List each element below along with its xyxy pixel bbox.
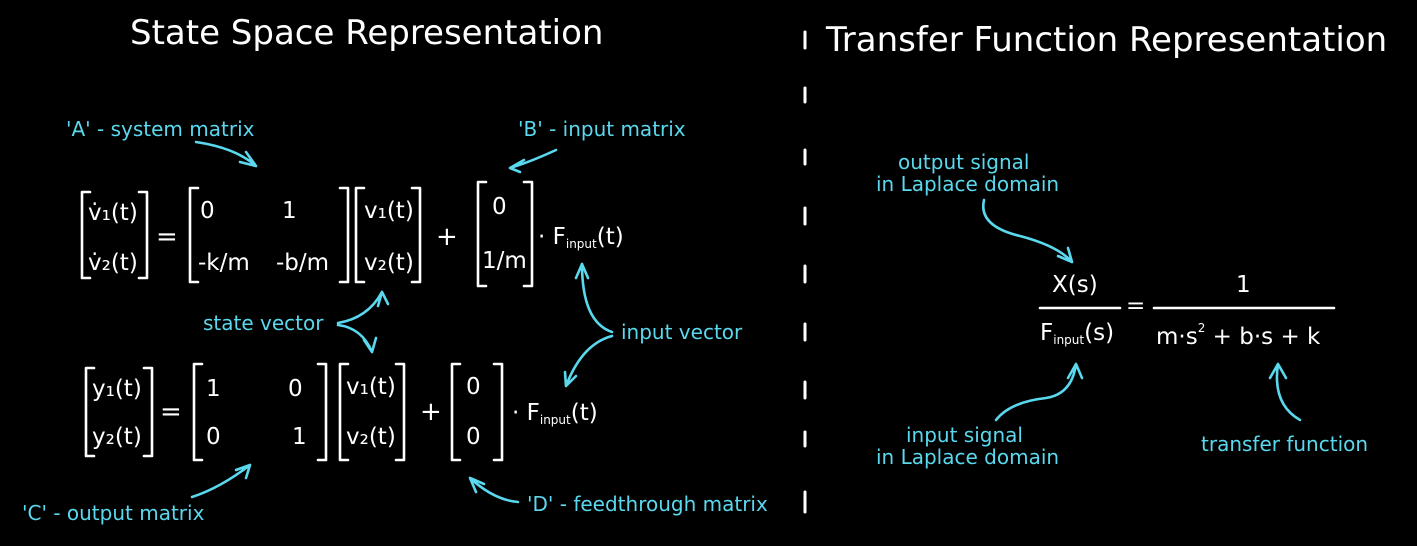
lhs-v1-dot: v̇₁(t) [88,200,138,226]
tf-denominator-right: m·s2 + b·s + k [1156,321,1321,350]
tf-numerator-right: 1 [1236,272,1251,298]
state-plus: + [436,222,458,252]
b-2: 1/m [482,248,527,274]
b-1: 0 [492,194,507,220]
input-vector-label: input vector [621,320,743,344]
x-v2: v₂(t) [364,250,414,276]
a-12: 1 [282,198,297,224]
c-bracket-right [316,362,328,462]
input-signal-label-line2: in Laplace domain [876,445,1059,469]
a-22: -b/m [276,250,329,276]
a-matrix-arrow [194,140,258,168]
transfer-function-equation: X(s) Finput(s) = 1 m·s2 + b·s + k [1038,272,1336,350]
b-matrix-arrow [508,148,558,174]
lhs-v2-dot: v̇₂(t) [88,250,138,276]
tf-denominator-left: Finput(s) [1040,320,1114,347]
b-bracket-right [522,180,534,288]
a-11: 0 [200,198,215,224]
output-signal-arrow [981,198,1074,264]
c-11: 1 [206,376,221,402]
output-input: · Finput(t) [512,400,598,427]
a-bracket-left [188,186,200,284]
c-matrix-label: 'C' - output matrix [22,501,205,525]
input-vector-arrow-down [563,334,614,388]
c-matrix-arrow [190,463,252,499]
lhs-bracket-left [80,190,92,280]
d-bracket-left [450,362,462,462]
x-v1: v₁(t) [364,198,414,224]
a-bracket-right [338,186,350,284]
state-vector-arrow-down [336,323,378,354]
input-signal-arrow [994,362,1084,422]
input-signal-label-line1: input signal [906,423,1023,447]
d-matrix-label: 'D' - feedthrough matrix [527,492,768,516]
output-plus: + [420,397,442,427]
b-bracket-left [476,180,488,288]
a-matrix-label: 'A' - system matrix [66,117,255,141]
lhs-y2: y₂(t) [92,424,142,450]
c-bracket-left [192,362,204,462]
lhs-bracket-right [137,190,149,280]
a-21: -k/m [198,250,250,276]
transfer-function-arrow [1268,362,1302,422]
input-vector-arrow-up [574,262,614,334]
d-matrix-arrow [468,476,520,504]
x2-v1: v₁(t) [346,374,396,400]
state-input: · Finput(t) [538,224,624,251]
output-signal-label-line1: output signal [898,150,1029,174]
state-vector-arrow-up [336,290,390,325]
tf-equals: = [1126,293,1145,319]
output-equation: y₁(t) y₂(t) = 1 0 0 1 v₁(t) v₂(t) + 0 0 … [84,362,598,462]
y-bracket-right [142,366,154,458]
x2-bracket-right [394,362,406,462]
x-bracket-left [354,186,366,284]
x2-bracket-left [338,362,350,462]
transfer-function-label: transfer function [1201,432,1368,456]
tf-numerator-left: X(s) [1052,272,1098,298]
x2-v2: v₂(t) [346,424,396,450]
c-12: 0 [288,376,303,402]
state-vector-label: state vector [203,311,324,335]
lhs-y1: y₁(t) [92,376,142,402]
c-22: 1 [292,424,307,450]
d-1: 0 [466,374,481,400]
state-equals: = [156,222,178,252]
x-bracket-right [410,186,422,284]
c-21: 0 [206,424,221,450]
y-bracket-left [84,366,96,458]
d-2: 0 [466,424,481,450]
b-matrix-label: 'B' - input matrix [518,117,686,141]
output-equals: = [160,397,182,427]
transfer-function-title: Transfer Function Representation [825,20,1387,60]
output-signal-label-line2: in Laplace domain [876,172,1059,196]
state-space-title: State Space Representation [130,13,603,53]
d-bracket-right [492,362,504,462]
state-equation: v̇₁(t) v̇₂(t) = 0 1 -k/m -b/m v₁(t) v₂(t… [80,180,624,288]
